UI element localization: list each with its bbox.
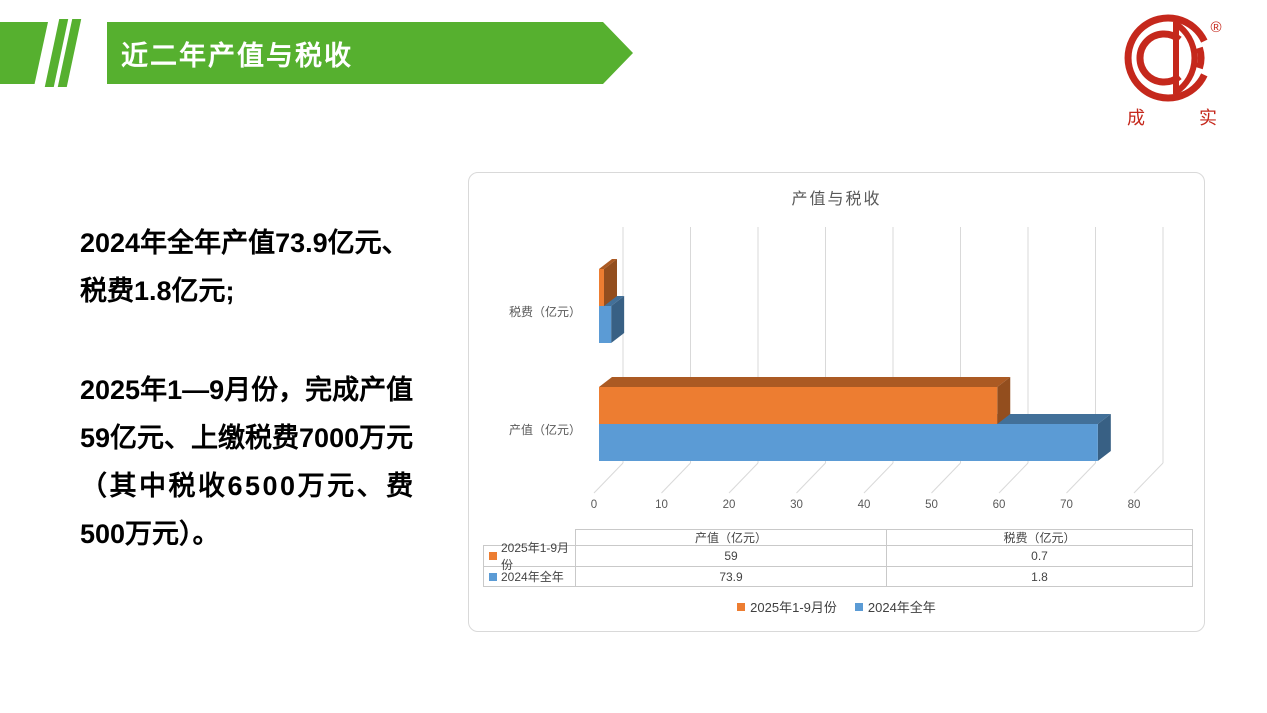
table-cell: 59 [576, 546, 887, 567]
logo-d-bowl [1174, 21, 1198, 95]
slide-title-banner: 近二年产值与税收 [107, 22, 633, 84]
table-row-name: 2025年1-9月份 [501, 541, 570, 572]
svg-text:50: 50 [925, 499, 938, 511]
legend-item: 2024年全年 [854, 597, 936, 616]
intro-paragraph-2: 2025年1—9月份，完成产值 59亿元、上缴税费7000万元 （其中税收650… [80, 366, 464, 558]
text-line: 2025年1—9月份，完成产值 [80, 375, 414, 405]
logo-char-right: 实 [1199, 108, 1217, 128]
table-row-label: 2025年1-9月份 [483, 541, 576, 572]
table-header-tax: 税费（亿元） [887, 529, 1193, 546]
table-cell: 73.9 [576, 567, 887, 587]
chart-data-table: 产值（亿元） 税费（亿元） 2025年1-9月份 59 0.7 2024年全年 … [483, 529, 1193, 587]
series-swatch-icon [489, 552, 497, 560]
company-logo: ® 成 实 [1116, 10, 1228, 130]
legend-label: 2024年全年 [867, 600, 936, 615]
chart-card: 产值与税收 0 10 20 30 40 50 60 70 80 税费（亿元） 产值（亿元） 产值（亿… [468, 172, 1205, 632]
legend-label: 2025年1-9月份 [750, 600, 837, 615]
intro-paragraph-1: 2024年全年产值73.9亿元、 税费1.8亿元; [80, 219, 464, 315]
svg-text:80: 80 [1128, 499, 1141, 511]
text-line: 2024年全年产值73.9亿元、 [80, 228, 409, 258]
table-corner-cell [483, 529, 576, 546]
svg-text:60: 60 [993, 499, 1006, 511]
svg-text:20: 20 [723, 499, 736, 511]
svg-text:30: 30 [790, 499, 803, 511]
legend-swatch-icon [854, 602, 863, 611]
bar-chart-plot: 0 10 20 30 40 50 60 70 80 税费（亿元） 产值（亿元） [509, 227, 1164, 511]
slide-title: 近二年产值与税收 [121, 40, 353, 71]
logo-mark-icon: ® 成 实 [1124, 14, 1222, 128]
svg-text:70: 70 [1060, 499, 1073, 511]
text-line: 500万元）。 [80, 519, 220, 549]
text-line: 税费1.8亿元; [80, 276, 235, 306]
svg-text:40: 40 [858, 499, 871, 511]
svg-text:0: 0 [591, 499, 597, 511]
svg-text:产值（亿元）: 产值（亿元） [509, 422, 581, 437]
registered-mark: ® [1210, 19, 1221, 36]
table-row-name: 2024年全年 [501, 570, 564, 584]
table-cell: 0.7 [887, 546, 1193, 567]
svg-text:10: 10 [655, 499, 668, 511]
logo-gap-arc [1196, 46, 1205, 70]
logo-outer-ring [1124, 14, 1208, 102]
chart-legend: 2025年1-9月份 2024年全年 [469, 597, 1204, 616]
logo-inner-c [1136, 30, 1182, 86]
header-accent-block [0, 22, 48, 84]
table-cell: 1.8 [887, 567, 1193, 587]
chart-title: 产值与税收 [791, 191, 882, 208]
text-line: （其中税收6500万元、费 [80, 471, 416, 501]
table-row-label: 2024年全年 [483, 567, 576, 587]
text-line: 59亿元、上缴税费7000万元 [80, 423, 414, 453]
svg-text:税费（亿元）: 税费（亿元） [509, 304, 581, 319]
logo-char-left: 成 [1127, 108, 1145, 128]
legend-swatch-icon [737, 602, 746, 611]
legend-item: 2025年1-9月份 [737, 597, 837, 616]
table-header-output: 产值（亿元） [576, 529, 887, 546]
series-swatch-icon [489, 572, 497, 581]
